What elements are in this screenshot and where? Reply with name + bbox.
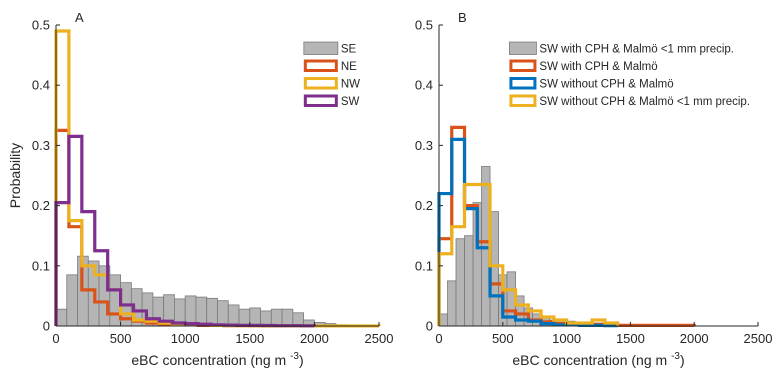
x-tick-label: 2500 xyxy=(744,331,773,346)
x-tick-label: 2000 xyxy=(300,331,329,346)
legend-item: SW without CPH & Malmö <1 mm precip. xyxy=(509,94,750,108)
bar xyxy=(455,238,465,327)
panel-a: 0 500 1000 1500 2000 2500 0 0.1 0.2 0.3 0.4 0.5 eBC … xyxy=(7,10,393,368)
x-tick-label: 0 xyxy=(435,331,442,346)
x-tick-label: 2500 xyxy=(365,331,394,346)
legend-item: SW without CPH & Malmö xyxy=(509,77,674,91)
legend-label: SW without CPH & Malmö xyxy=(539,79,673,91)
panel-b: 0 500 1000 1500 2000 2500 0 0.1 0.2 0.3 0.4 0.5 eBC … xyxy=(415,10,773,368)
legend-swatch xyxy=(303,41,339,55)
bar xyxy=(281,308,294,327)
legend-swatch xyxy=(509,59,537,72)
x-tick-label: 1500 xyxy=(616,331,645,346)
series-2-step-line xyxy=(437,137,620,328)
y-tick-label: 0.1 xyxy=(415,258,433,273)
legend-swatch xyxy=(509,94,537,107)
y-tick-label: 0.4 xyxy=(32,78,50,93)
y-axis-title: Probability xyxy=(7,143,23,208)
legend-label: SE xyxy=(341,44,357,56)
legend: SE NE NW SW xyxy=(300,37,368,113)
legend-label: NW xyxy=(341,79,360,91)
y-tick-label: 0.2 xyxy=(415,198,433,213)
bar xyxy=(464,235,474,327)
x-tick-label: 0 xyxy=(52,331,59,346)
legend-swatch xyxy=(303,94,338,107)
legend-item: SW xyxy=(303,94,360,108)
y-tick-label: 0.5 xyxy=(32,18,50,33)
y-tick-label: 0.1 xyxy=(32,258,50,273)
legend-box xyxy=(506,37,758,113)
bar xyxy=(260,310,272,327)
y-tick-label: 0.4 xyxy=(415,78,433,93)
legend-label: SW xyxy=(341,96,360,108)
x-tick-label: 1000 xyxy=(552,331,581,346)
y-tick-label: 0.2 xyxy=(32,198,50,213)
panel-label: A xyxy=(75,10,84,25)
y-tick-label: 0.3 xyxy=(32,138,50,153)
x-tick-label: 2000 xyxy=(680,331,709,346)
y-tick-label: 0 xyxy=(426,319,433,334)
y-tick-label: 0.5 xyxy=(415,18,433,33)
legend-swatch xyxy=(303,77,338,90)
bar xyxy=(184,295,197,327)
legend-item: NW xyxy=(303,77,360,91)
x-tick-label: 500 xyxy=(110,331,132,346)
legend-swatch xyxy=(509,77,537,90)
y-tick-label: 0 xyxy=(43,319,50,334)
x-axis-title: eBC concentration (ng m -3) xyxy=(131,351,303,368)
legend-item: SW with CPH & Malmö <1 mm precip. xyxy=(509,41,734,56)
series-3-step-line xyxy=(437,182,620,326)
legend-item: NE xyxy=(303,59,357,73)
legend: SW with CPH & Malmö <1 mm precip. SW with… xyxy=(506,37,758,113)
legend-item: SE xyxy=(303,41,357,56)
x-axis-title: eBC concentration (ng m -3) xyxy=(512,351,684,368)
bar xyxy=(238,308,251,327)
legend-label: SW with CPH & Malmö xyxy=(539,61,657,73)
series-0-bars xyxy=(438,166,627,327)
x-tick-label: 1000 xyxy=(171,331,200,346)
series-0-bars xyxy=(55,255,380,327)
y-tick-label: 0.3 xyxy=(415,138,433,153)
panel-label: B xyxy=(458,10,467,25)
bar xyxy=(109,274,122,327)
bar xyxy=(447,280,457,327)
legend-swatch xyxy=(303,59,338,72)
legend-label: SW with CPH & Malmö <1 mm precip. xyxy=(539,44,734,56)
x-tick-label: 1500 xyxy=(235,331,264,346)
bar xyxy=(292,312,305,327)
bar xyxy=(270,308,283,327)
bar xyxy=(249,307,261,327)
legend-item: SW with CPH & Malmö xyxy=(509,59,658,73)
legend-swatch xyxy=(509,41,537,55)
legend-label: SW without CPH & Malmö <1 mm precip. xyxy=(539,96,750,108)
bar xyxy=(227,304,240,327)
legend-label: NE xyxy=(341,61,357,73)
x-tick-label: 500 xyxy=(492,331,514,346)
bar xyxy=(206,297,218,327)
bar xyxy=(195,296,208,327)
bar xyxy=(66,274,78,327)
bar xyxy=(55,308,68,327)
bar xyxy=(217,300,229,327)
